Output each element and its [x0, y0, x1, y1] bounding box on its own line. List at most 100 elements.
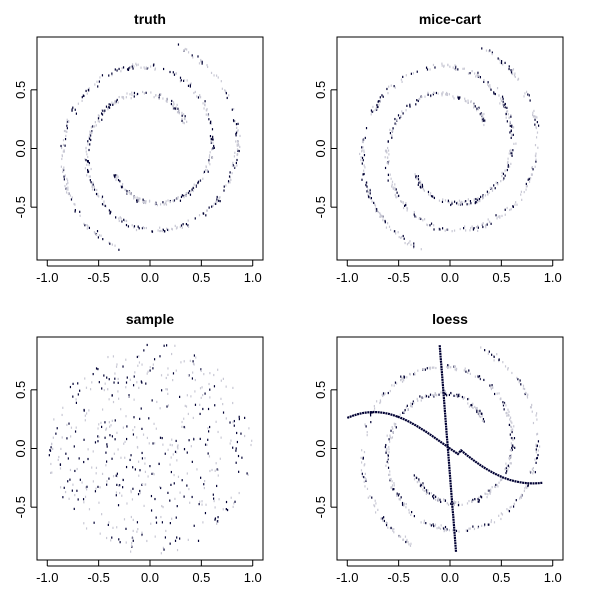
scatter-point	[510, 455, 512, 459]
scatter-point	[375, 511, 377, 514]
scatter-point	[363, 172, 365, 176]
scatter-point	[85, 527, 88, 530]
scatter-point	[463, 396, 466, 399]
scatter-point	[385, 443, 387, 447]
scatter-point	[199, 96, 202, 99]
scatter-point	[520, 383, 522, 386]
scatter-point	[181, 226, 183, 229]
scatter-point	[83, 522, 85, 525]
scatter-point	[205, 209, 208, 212]
scatter-point	[238, 491, 240, 495]
scatter-point	[508, 410, 510, 413]
scatter-point	[114, 68, 116, 71]
scatter-point	[101, 387, 103, 390]
scatter-point	[413, 474, 415, 477]
scatter-point	[194, 90, 196, 94]
scatter-point	[62, 139, 65, 142]
scatter-point	[455, 529, 458, 533]
scatter-point	[534, 458, 536, 461]
scatter-point	[177, 43, 180, 46]
scatter-point	[494, 187, 496, 190]
scatter-point	[160, 486, 162, 490]
scatter-point	[507, 468, 509, 471]
scatter-point	[90, 167, 92, 171]
scatter-point	[128, 67, 130, 70]
scatter-point	[388, 153, 390, 156]
scatter-point	[60, 165, 62, 168]
scatter-point	[210, 140, 212, 143]
scatter-point	[406, 209, 408, 212]
scatter-point	[165, 203, 168, 206]
scatter-point	[491, 189, 494, 192]
scatter-point	[520, 190, 523, 193]
scatter-point	[216, 195, 218, 199]
scatter-point	[410, 243, 412, 246]
scatter-point	[198, 503, 200, 506]
scatter-point	[177, 444, 179, 447]
scatter-point	[504, 61, 506, 65]
scatter-point	[386, 151, 388, 154]
scatter-point	[222, 411, 225, 414]
scatter-point	[432, 195, 434, 198]
scatter-point	[73, 445, 75, 448]
scatter-point	[90, 131, 92, 134]
scatter-point	[393, 482, 395, 485]
scatter-point	[474, 72, 476, 75]
scatter-point	[123, 518, 126, 521]
scatter-point	[225, 385, 227, 388]
scatter-point	[216, 200, 218, 203]
scatter-point	[388, 451, 390, 454]
scatter-point	[159, 203, 162, 206]
scatter-point	[70, 198, 73, 201]
scatter-point	[501, 171, 503, 174]
scatter-point	[499, 59, 501, 62]
scatter-point	[179, 225, 181, 229]
scatter-point	[472, 406, 474, 410]
scatter-point	[378, 103, 380, 106]
scatter-point	[154, 535, 156, 538]
scatter-point	[145, 201, 147, 205]
scatter-point	[489, 491, 491, 494]
scatter-point	[387, 161, 389, 164]
scatter-point	[128, 191, 130, 194]
scatter-point	[400, 375, 402, 378]
scatter-point	[155, 427, 157, 430]
scatter-point	[508, 67, 510, 71]
scatter-point	[366, 190, 368, 193]
scatter-point	[149, 369, 151, 372]
scatter-point	[484, 119, 486, 122]
scatter-point	[392, 488, 394, 491]
scatter-point	[183, 49, 185, 52]
scatter-point	[206, 109, 208, 112]
scatter-point	[236, 440, 239, 444]
scatter-point	[67, 457, 69, 460]
scatter-point	[455, 68, 457, 71]
scatter-point	[204, 392, 206, 395]
scatter-point	[379, 96, 381, 99]
scatter-point	[478, 197, 481, 201]
scatter-point	[75, 401, 78, 404]
scatter-point	[389, 478, 391, 481]
scatter-point	[236, 153, 238, 156]
scatter-point	[433, 395, 435, 398]
scatter-point	[434, 523, 437, 526]
scatter-point	[184, 404, 186, 407]
scatter-point	[226, 96, 228, 100]
scatter-point	[100, 112, 103, 115]
scatter-point	[379, 212, 381, 215]
scatter-point	[181, 194, 183, 197]
scatter-point	[199, 94, 201, 97]
scatter-point	[365, 181, 367, 185]
scatter-point	[375, 502, 377, 505]
scatter-point	[141, 381, 143, 384]
scatter-point	[90, 125, 93, 129]
scatter-point	[173, 199, 176, 202]
scatter-point	[510, 114, 512, 117]
scatter-point	[446, 502, 448, 505]
scatter-point	[130, 193, 132, 196]
scatter-point	[71, 108, 73, 111]
scatter-point	[366, 434, 368, 437]
scatter-point	[480, 412, 482, 415]
scatter-point	[483, 112, 485, 116]
scatter-point	[501, 214, 503, 218]
